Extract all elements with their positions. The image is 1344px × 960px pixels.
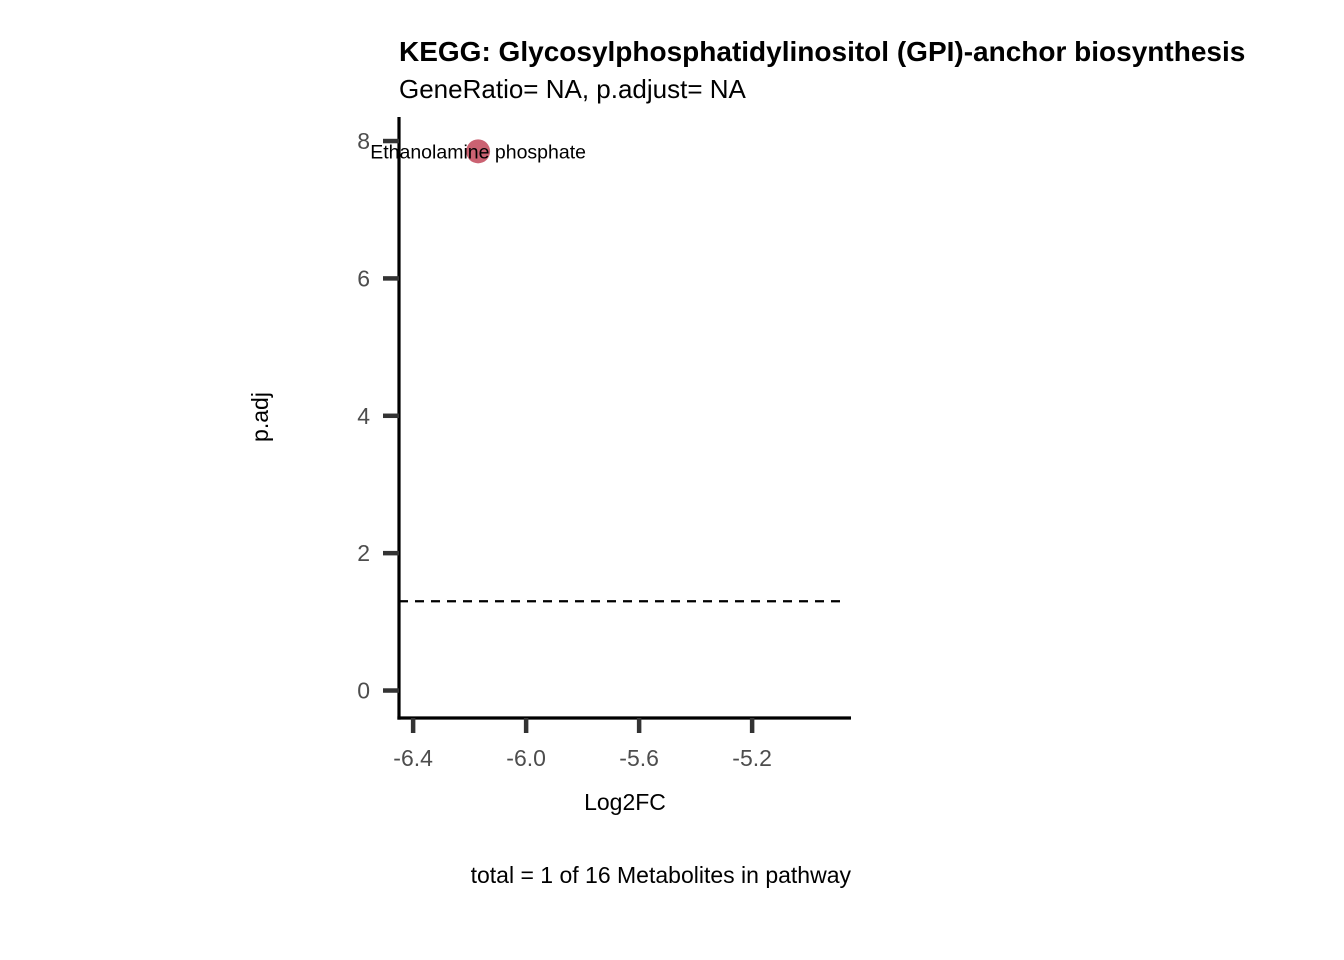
x-tick-label: -6.0: [506, 745, 546, 771]
y-tick-label: 8: [357, 128, 370, 154]
chart-subtitle: GeneRatio= NA, p.adjust= NA: [399, 74, 747, 104]
chart-title: KEGG: Glycosylphosphatidylinositol (GPI)…: [399, 36, 1245, 67]
y-tick-label: 4: [357, 403, 370, 429]
y-tick-label: 2: [357, 540, 370, 566]
x-tick-label: -5.2: [732, 745, 772, 771]
data-point: [466, 139, 491, 164]
x-axis-title: Log2FC: [584, 789, 666, 815]
y-tick-label: 0: [357, 678, 370, 704]
y-tick-label: 6: [357, 265, 370, 291]
data-point-label: Ethanolamine phosphate: [370, 141, 586, 163]
x-tick-label: -6.4: [393, 745, 433, 771]
y-axis-title: p.adj: [247, 392, 273, 442]
chart-caption: total = 1 of 16 Metabolites in pathway: [471, 862, 852, 888]
x-tick-label: -5.6: [619, 745, 659, 771]
